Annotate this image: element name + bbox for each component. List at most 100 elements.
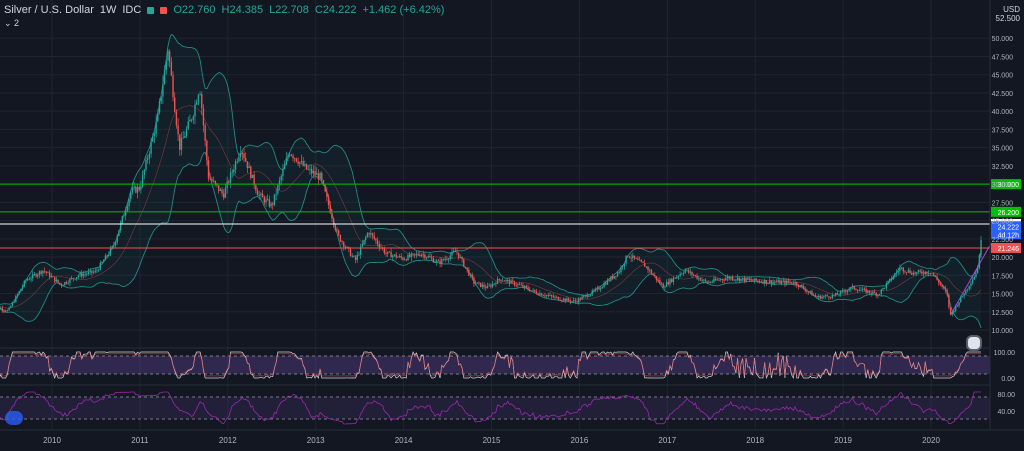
candle-body	[447, 258, 450, 260]
candle-body	[79, 273, 81, 276]
candle-body	[57, 279, 59, 283]
candle-body	[464, 266, 467, 268]
candle-body	[446, 259, 448, 260]
candle-body	[936, 276, 938, 281]
candle-body	[872, 291, 874, 294]
indicator-tick-label: 100.00	[994, 350, 1016, 357]
candle-body	[542, 295, 544, 297]
candle-body	[545, 295, 548, 297]
candle-body	[75, 277, 78, 279]
candle-body	[821, 296, 823, 299]
candle-body	[33, 274, 36, 275]
y-tick-label: 47.500	[992, 54, 1014, 61]
x-tick-label: 2019	[834, 436, 852, 445]
us-flag-icon[interactable]	[966, 335, 982, 351]
candle-body	[121, 216, 124, 223]
candle-body	[728, 276, 730, 279]
candle-body	[295, 158, 298, 162]
candle-body	[371, 233, 374, 236]
candle-body	[459, 257, 462, 258]
candle-body	[772, 281, 774, 284]
candle-body	[823, 296, 825, 298]
candle-body	[4, 310, 7, 312]
candle-body	[387, 251, 389, 254]
candle-body	[292, 155, 294, 159]
candle-body	[933, 273, 935, 276]
candle-body	[224, 188, 227, 198]
candle-body	[403, 259, 406, 261]
candle-body	[50, 276, 53, 278]
candle-body	[94, 270, 96, 272]
candle-body	[170, 61, 173, 76]
candle-body	[140, 186, 142, 190]
currency-code: USD	[1003, 5, 1020, 14]
candle-body	[266, 199, 269, 201]
candle-body	[209, 178, 211, 180]
middle-band	[0, 105, 982, 309]
candle-body	[865, 288, 867, 293]
y-tick-label: 45.000	[992, 73, 1014, 80]
candle-body	[1, 308, 4, 311]
candle-body	[314, 171, 316, 175]
x-tick-label: 2011	[131, 436, 149, 445]
y-tick-label: 50.000	[992, 36, 1014, 43]
candle-body	[430, 257, 433, 259]
candle-body	[197, 94, 200, 103]
candle-body	[856, 290, 859, 291]
candle-body	[620, 267, 622, 273]
candle-body	[599, 288, 602, 290]
candle-body	[616, 272, 619, 277]
candle-body	[3, 310, 5, 312]
candle-body	[54, 276, 56, 282]
candle-body	[718, 279, 720, 281]
tradingview-logo-icon[interactable]	[5, 411, 23, 425]
candle-body	[665, 282, 668, 287]
candle-body	[150, 141, 152, 154]
x-tick-label: 2015	[483, 436, 501, 445]
level-label-bg	[991, 179, 1021, 190]
candle-body	[840, 291, 842, 295]
candle-body	[594, 288, 597, 291]
candle-body	[326, 191, 328, 197]
candle-body	[353, 255, 355, 257]
candle-body	[77, 275, 80, 278]
candle-body	[236, 161, 238, 162]
symbol-name[interactable]: Silver / U.S. Dollar	[4, 4, 94, 16]
candle-body	[192, 116, 195, 120]
candle-body	[388, 251, 391, 253]
candle-body	[300, 161, 303, 163]
candle-body	[37, 274, 39, 277]
candle-body	[32, 274, 34, 279]
candle-body	[544, 295, 546, 297]
candle-body	[378, 244, 380, 248]
candle-body	[635, 258, 637, 259]
candle-body	[109, 248, 112, 255]
candle-body	[941, 284, 943, 287]
candle-body	[564, 298, 566, 301]
interval-label[interactable]: 1W	[99, 4, 117, 16]
currency-top-tick: 52.500	[995, 14, 1020, 23]
candle-body	[310, 168, 313, 174]
collapse-indicators-button[interactable]: ⌄ 2	[4, 18, 20, 28]
candle-body	[882, 288, 884, 290]
candle-body	[452, 251, 455, 253]
open-value: O22.760	[173, 4, 216, 16]
candle-body	[720, 279, 722, 281]
candle-body	[652, 273, 654, 275]
x-tick-label: 2013	[307, 436, 325, 445]
legend-header[interactable]: Silver / U.S. Dollar 1W IDC O22.760 H24.…	[4, 4, 444, 16]
status-red-icon	[160, 6, 168, 14]
candle-body	[763, 280, 766, 284]
x-tick-label: 2018	[746, 436, 764, 445]
y-tick-label: 37.500	[992, 127, 1014, 134]
candle-body	[436, 260, 438, 263]
candle-body	[503, 280, 506, 282]
candle-body	[630, 257, 632, 259]
candle-body	[72, 277, 74, 279]
candle-body	[608, 280, 610, 281]
candle-body	[28, 279, 31, 281]
candle-body	[812, 295, 815, 296]
candle-body	[505, 280, 507, 282]
